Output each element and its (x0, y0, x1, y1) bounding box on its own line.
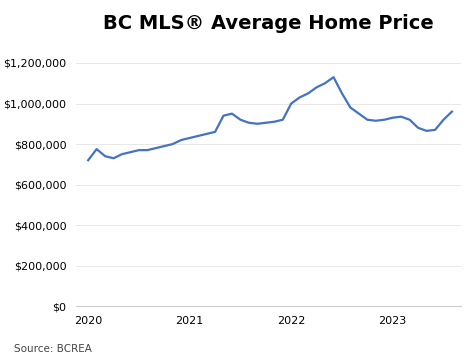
Text: Source: BCREA: Source: BCREA (14, 344, 92, 354)
Title: BC MLS® Average Home Price: BC MLS® Average Home Price (103, 14, 434, 33)
